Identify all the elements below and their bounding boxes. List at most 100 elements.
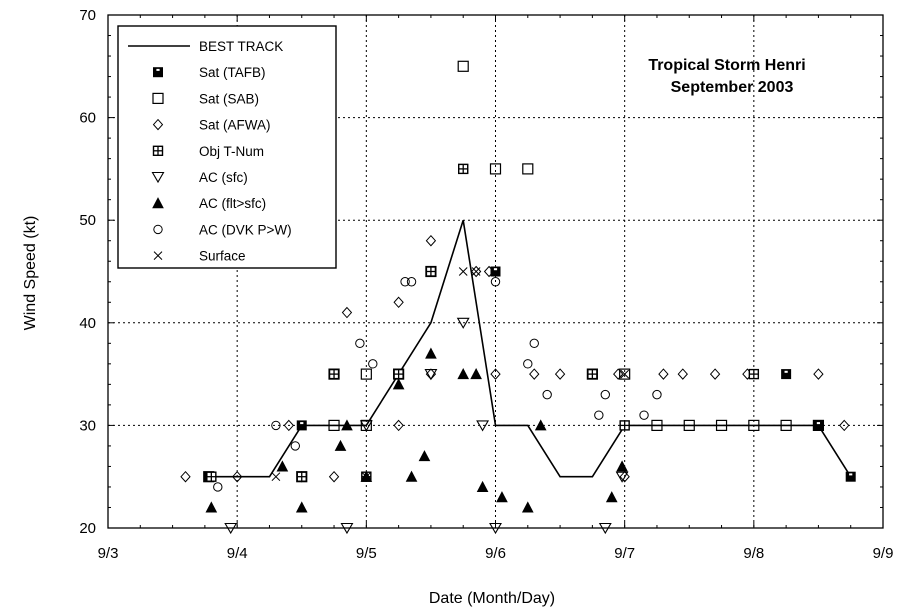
data-point-ac-dvk-p-w — [529, 338, 539, 349]
data-point-ac-sfc — [359, 420, 373, 432]
x-tick-label: 9/6 — [485, 545, 506, 562]
data-point-sat-sab — [748, 419, 760, 431]
data-point-ac-sfc — [456, 317, 470, 329]
data-point-ac-dvk-p-w — [639, 410, 649, 420]
legend-marker-ac-flt-sfc — [152, 197, 164, 209]
data-point-ac-dvk-p-w — [542, 389, 552, 400]
x-tick-label: 9/4 — [227, 545, 248, 562]
marker-shape — [296, 420, 307, 431]
data-point-sat-sab — [360, 368, 372, 380]
x-tick-label: 9/9 — [873, 545, 894, 562]
data-point-sat-afwa — [813, 368, 824, 380]
data-point-ac-flt-sfc — [276, 460, 289, 472]
data-point-ac-flt-sfc — [295, 501, 308, 513]
data-point-sat-sab — [715, 419, 728, 431]
data-point-sat-afwa — [839, 419, 850, 432]
data-point-ac-sfc — [615, 471, 629, 483]
data-point-surface — [458, 267, 468, 276]
data-point-ac-sfc — [489, 522, 502, 535]
data-point-obj-t-num — [393, 368, 404, 380]
marker-shape — [781, 369, 792, 380]
y-tick-label: 30 — [79, 417, 96, 434]
x-axis-title: Date (Month/Day) — [429, 590, 555, 607]
data-point-ac-sfc — [224, 522, 238, 535]
series-ac-dvk-p-w — [213, 277, 662, 492]
data-point-sat-afwa — [393, 296, 404, 309]
marker-highlight — [156, 68, 160, 71]
data-point-sat-sab — [651, 419, 663, 431]
best-track-line — [204, 219, 852, 478]
y-tick-label: 40 — [79, 315, 96, 332]
data-point-ac-flt-sfc — [616, 460, 628, 472]
data-point-obj-t-num — [206, 471, 217, 482]
data-point-sat-sab — [812, 419, 825, 431]
data-point-ac-flt-sfc — [496, 491, 508, 503]
data-point-ac-flt-sfc — [334, 439, 347, 451]
data-point-ac-dvk-p-w — [213, 482, 223, 492]
data-point-sat-afwa — [529, 368, 540, 380]
x-tick-label: 9/5 — [356, 545, 377, 562]
data-point-surface — [620, 369, 630, 379]
data-point-surface — [271, 472, 281, 482]
data-point-ac-dvk-p-w — [600, 389, 610, 400]
data-point-sat-sab — [683, 419, 695, 431]
data-point-sat-sab — [457, 60, 469, 72]
data-point-ac-dvk-p-w — [652, 389, 662, 400]
data-point-sat-afwa — [490, 368, 501, 380]
data-point-sat-tafb — [845, 471, 856, 482]
data-point-ac-flt-sfc — [470, 368, 482, 380]
data-point-sat-sab — [522, 163, 534, 175]
y-axis-title: Wind Speed (kt) — [22, 216, 39, 331]
data-point-ac-dvk-p-w — [400, 277, 410, 287]
data-point-ac-sfc — [424, 369, 438, 381]
marker-shape — [490, 266, 501, 277]
data-point-ac-dvk-p-w — [355, 338, 365, 349]
data-point-sat-afwa — [470, 265, 482, 278]
data-point-ac-flt-sfc — [405, 470, 418, 482]
x-tick-label: 9/3 — [98, 545, 119, 562]
legend-label-sat-tafb: Sat (TAFB) — [199, 65, 266, 80]
data-point-ac-flt-sfc — [425, 347, 437, 359]
legend-label-sat-sab: Sat (SAB) — [199, 91, 259, 106]
series-ac-flt-sfc — [205, 347, 628, 513]
legend-marker-sat-afwa — [152, 118, 164, 131]
legend-marker-sat-sab — [152, 92, 164, 105]
y-tick-label: 60 — [79, 110, 96, 127]
data-point-sat-sab — [328, 419, 340, 431]
data-point-obj-t-num — [619, 420, 630, 431]
y-tick-label: 50 — [79, 212, 96, 229]
data-point-sat-afwa — [328, 470, 340, 483]
legend-marker-surface — [153, 251, 163, 260]
data-point-sat-afwa — [180, 470, 191, 483]
data-point-sat-tafb — [781, 369, 792, 380]
data-point-surface — [361, 472, 371, 482]
data-point-obj-t-num — [425, 266, 437, 277]
x-tick-label: 9/8 — [743, 545, 764, 562]
data-point-sat-afwa — [341, 306, 353, 319]
data-point-sat-afwa — [425, 234, 437, 247]
data-point-sat-afwa — [283, 419, 295, 432]
data-point-sat-tafb — [296, 420, 307, 431]
y-tick-label: 70 — [79, 7, 96, 24]
marker-stroke — [361, 472, 371, 482]
data-point-sat-sab — [489, 163, 502, 175]
data-point-sat-tafb — [490, 266, 501, 277]
marker-highlight — [849, 473, 853, 476]
data-point-ac-flt-sfc — [205, 501, 218, 513]
data-point-ac-sfc — [476, 420, 490, 432]
data-point-obj-t-num — [296, 471, 307, 482]
data-point-sat-afwa — [658, 368, 669, 380]
legend: BEST TRACK Sat (TAFB) Sat (SAB) Sat (AFWA) O… — [117, 25, 337, 269]
data-point-ac-flt-sfc — [534, 419, 547, 431]
data-point-ac-dvk-p-w — [594, 410, 604, 420]
data-point-sat-sab — [780, 419, 792, 431]
data-point-ac-flt-sfc — [418, 450, 431, 462]
data-point-ac-flt-sfc — [605, 491, 618, 503]
data-point-ac-flt-sfc — [392, 378, 405, 390]
marker-highlight — [816, 422, 821, 425]
data-point-surface — [471, 267, 481, 276]
data-point-ac-flt-sfc — [521, 501, 534, 513]
series-sat-afwa — [180, 234, 850, 483]
data-point-sat-sab — [619, 368, 631, 380]
